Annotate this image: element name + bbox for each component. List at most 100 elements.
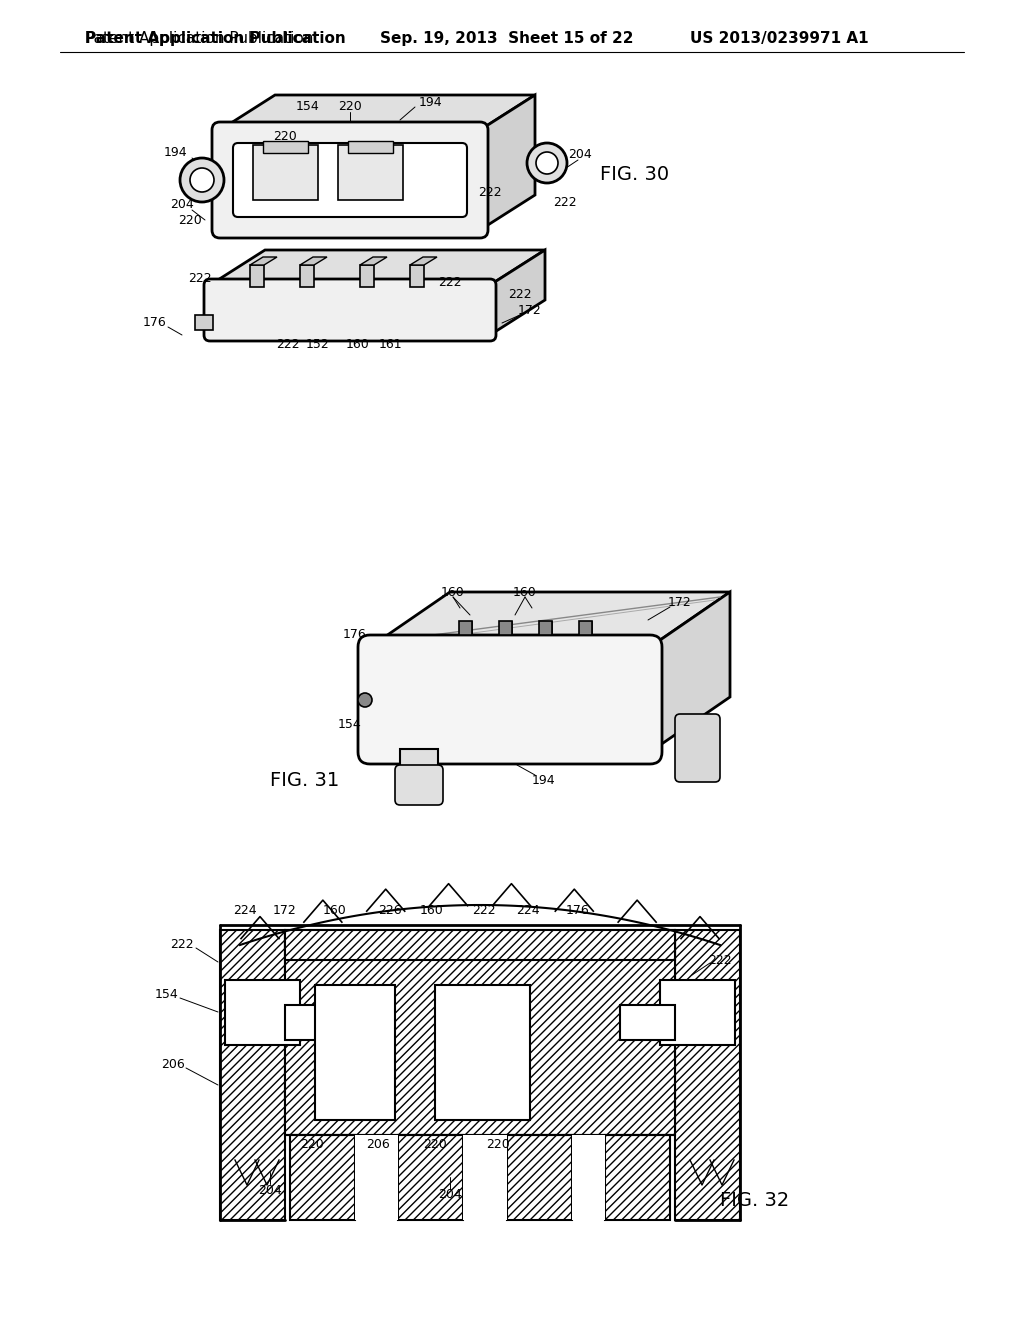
Text: 224: 224 [233,903,257,916]
FancyBboxPatch shape [395,766,443,805]
Polygon shape [300,257,327,265]
Text: 204: 204 [438,1188,462,1201]
Text: 204: 204 [258,1184,282,1196]
Text: 154: 154 [338,718,361,731]
Text: 220: 220 [178,214,202,227]
Text: 222: 222 [438,276,462,289]
FancyBboxPatch shape [358,635,662,764]
Text: FIG. 30: FIG. 30 [600,165,669,185]
Text: 220: 220 [423,1138,446,1151]
FancyBboxPatch shape [233,143,467,216]
Text: 204: 204 [170,198,194,211]
Bar [579,622,592,635]
Text: 220: 220 [486,1138,510,1151]
Text: 224: 224 [516,903,540,916]
Bar [499,622,512,635]
FancyBboxPatch shape [675,714,720,781]
Text: 220: 220 [338,100,361,114]
Bar [459,622,472,635]
Text: 176: 176 [343,628,367,642]
Polygon shape [650,591,730,752]
Bar [355,1135,398,1220]
Bar [463,1135,507,1220]
Text: 194: 194 [418,787,441,800]
Bar [348,141,393,153]
Bar [539,622,552,635]
Bar [225,979,300,1045]
Bar [300,265,314,286]
Text: 220: 220 [300,1138,324,1151]
Text: 154: 154 [296,100,319,114]
Text: 222: 222 [553,195,577,209]
Polygon shape [410,257,437,265]
Bar [605,1135,670,1220]
Bar [195,315,213,330]
Text: 222: 222 [188,272,212,285]
Bar [499,622,512,635]
Bar [620,1005,675,1040]
Text: Sep. 19, 2013  Sheet 15 of 22: Sep. 19, 2013 Sheet 15 of 22 [380,30,634,45]
Bar [315,985,395,1119]
Text: FIG. 32: FIG. 32 [720,1191,790,1209]
Bar [250,265,264,286]
Text: 194: 194 [531,774,555,787]
Text: 222: 222 [170,939,194,952]
Text: 160: 160 [441,586,465,598]
Text: Patent Application Publication: Patent Application Publication [85,30,346,45]
Polygon shape [250,257,278,265]
Text: FIG. 31: FIG. 31 [270,771,339,789]
Bar [660,979,735,1045]
Bar [579,622,592,635]
FancyBboxPatch shape [204,279,496,341]
Text: 226: 226 [378,903,401,916]
Text: US 2013/0239971 A1: US 2013/0239971 A1 [690,30,868,45]
Circle shape [527,143,567,183]
Text: 152: 152 [438,1019,462,1031]
Text: Patent Application Publication: Patent Application Publication [85,30,313,45]
Text: 222: 222 [508,289,531,301]
Polygon shape [210,249,545,285]
Text: 160: 160 [513,586,537,598]
Bar [285,1005,340,1040]
Text: 176: 176 [566,903,590,916]
FancyBboxPatch shape [212,121,488,238]
Text: 172: 172 [518,304,542,317]
Bar [253,145,318,201]
Text: 222: 222 [709,953,732,966]
Bar [398,1135,463,1220]
Polygon shape [675,931,740,1220]
Text: 222: 222 [472,903,496,916]
Polygon shape [490,249,545,335]
Bar [285,931,675,1135]
Bar [571,1135,605,1220]
Text: 160: 160 [324,903,347,916]
Bar [285,931,675,960]
Polygon shape [370,591,730,647]
Polygon shape [360,257,387,265]
Bar [220,931,285,1220]
Polygon shape [480,95,535,230]
Text: 222: 222 [478,186,502,198]
Bar [435,985,530,1119]
Text: 204: 204 [568,149,592,161]
Text: 206: 206 [367,1138,390,1151]
Text: 160: 160 [420,903,443,916]
Text: 161: 161 [378,338,401,351]
Bar [263,141,308,153]
Text: 206: 206 [702,1014,726,1027]
Bar [400,748,438,797]
Text: 172: 172 [273,903,297,916]
Circle shape [358,693,372,708]
Bar [338,145,403,201]
Text: 194: 194 [418,95,441,108]
Circle shape [190,168,214,191]
Text: 172: 172 [668,595,692,609]
Text: 152: 152 [306,338,330,351]
Polygon shape [220,931,285,1220]
Bar [360,265,374,286]
Text: 206: 206 [161,1059,185,1072]
Text: 176: 176 [143,315,167,329]
Text: 154: 154 [155,989,178,1002]
Bar [539,622,552,635]
Text: 194: 194 [163,147,186,160]
